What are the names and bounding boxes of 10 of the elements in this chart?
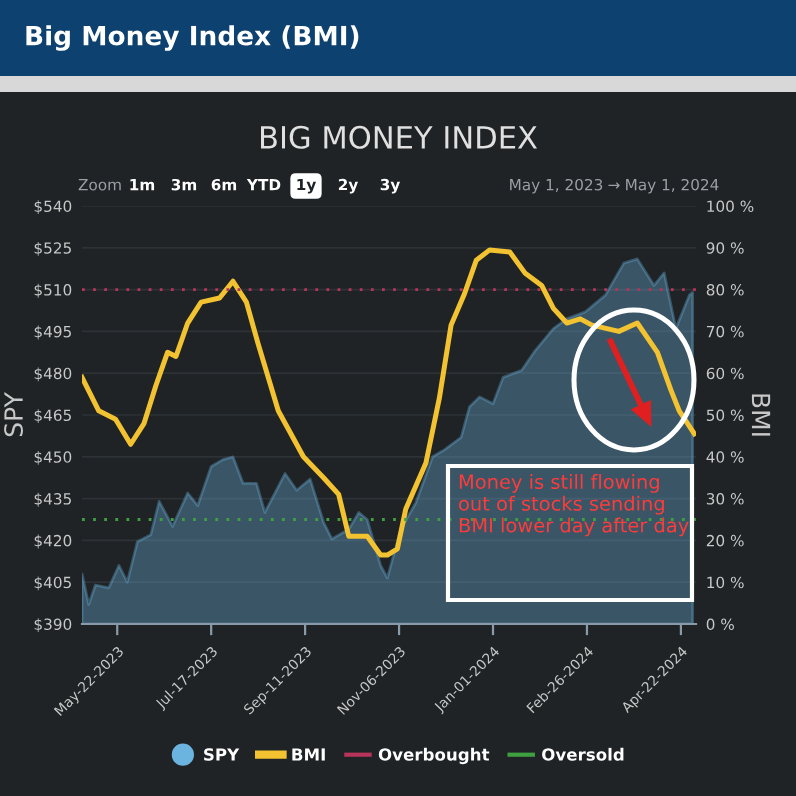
- legend-label: Oversold: [542, 747, 624, 761]
- y-axis-title: SPY: [4, 392, 23, 437]
- y2-axis-title: BMI: [751, 394, 771, 436]
- legend-label: BMI: [292, 748, 325, 761]
- chart-subtitle: BIG MONEY INDEX: [261, 125, 538, 149]
- legend-label: SPY: [204, 748, 240, 761]
- legend-label: Overbought: [378, 747, 490, 765]
- annotation: Money is still flowing out of stocks sending BMI lower day after day: [459, 474, 689, 537]
- chart-title: Big Money Index (BMI): [26, 25, 359, 51]
- line-series: [82, 247, 696, 558]
